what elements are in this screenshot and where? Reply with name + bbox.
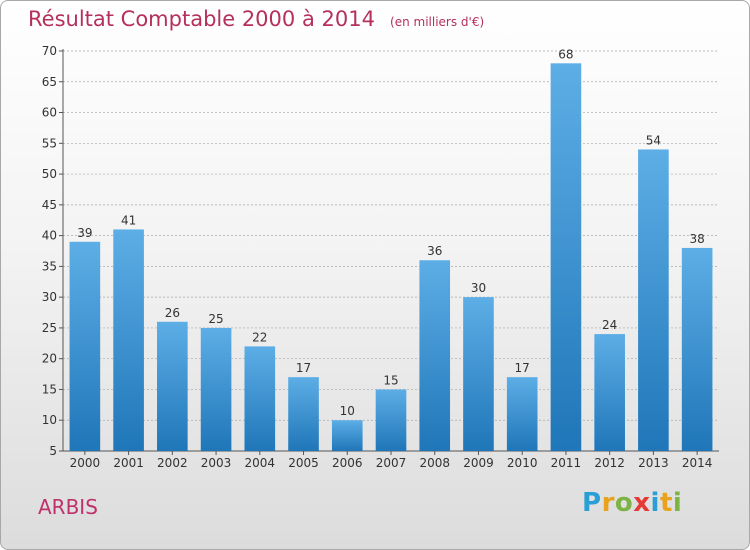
bar — [244, 346, 276, 451]
data-label: 30 — [471, 281, 486, 295]
data-label: 39 — [77, 226, 92, 240]
x-tick-label: 2000 — [70, 456, 101, 470]
data-label: 68 — [558, 47, 573, 61]
bar — [331, 420, 363, 451]
x-tick-label: 2004 — [245, 456, 276, 470]
y-tick-label: 55 — [42, 136, 57, 150]
x-tick-label: 2008 — [419, 456, 450, 470]
y-tick-label: 60 — [42, 106, 57, 120]
y-tick-label: 45 — [42, 198, 57, 212]
y-tick-label: 65 — [42, 75, 57, 89]
data-labels: 39 41 26 25 22 17 10 15 36 30 17 68 24 54 38 — [77, 47, 705, 418]
logo-letter: o — [614, 488, 634, 518]
bars — [69, 63, 713, 452]
y-tick-label: 35 — [42, 259, 57, 273]
x-tick-label: 2011 — [551, 456, 582, 470]
x-tick-label: 2010 — [507, 456, 538, 470]
y-tick-label: 40 — [42, 229, 57, 243]
y-tick-label: 50 — [42, 167, 57, 181]
x-tick-label: 2001 — [113, 456, 144, 470]
bar — [113, 229, 144, 451]
y-tick-label: 20 — [42, 352, 57, 366]
bar — [375, 389, 407, 451]
bar — [594, 334, 625, 451]
x-tick-label: 2002 — [157, 456, 188, 470]
data-label: 25 — [208, 312, 223, 326]
bar — [638, 149, 669, 451]
y-tick-label: 10 — [42, 413, 57, 427]
logo-letter: P — [582, 488, 602, 518]
logo-letter: i — [650, 488, 660, 518]
y-tick-label: 15 — [42, 382, 57, 396]
x-tick-label: 2014 — [682, 456, 713, 470]
proxiti-logo[interactable]: Proxiti — [582, 488, 682, 518]
x-tick-label: 2007 — [376, 456, 407, 470]
logo-letter: r — [601, 488, 615, 518]
bar — [681, 247, 713, 451]
y-tick-label: 25 — [42, 321, 57, 335]
bar — [200, 327, 232, 451]
commune-name: ARBIS — [38, 495, 98, 519]
y-tick-label: 5 — [49, 444, 57, 458]
data-label: 17 — [515, 361, 530, 375]
data-label: 38 — [689, 232, 704, 246]
data-label: 41 — [121, 213, 136, 227]
data-label: 22 — [252, 330, 267, 344]
y-tick-label: 30 — [42, 290, 57, 304]
x-tick-label: 2012 — [594, 456, 625, 470]
data-label: 10 — [340, 404, 355, 418]
logo-letter: t — [659, 488, 673, 518]
bar — [463, 297, 494, 451]
x-tick-label: 2003 — [201, 456, 232, 470]
data-label: 54 — [646, 133, 661, 147]
data-label: 24 — [602, 318, 617, 332]
logo-letter: i — [672, 488, 683, 518]
bar — [506, 377, 538, 451]
logo-letter: x — [633, 488, 651, 518]
data-label: 36 — [427, 244, 442, 258]
bar — [288, 377, 319, 451]
x-tick-label: 2013 — [638, 456, 669, 470]
y-tick-label: 70 — [42, 44, 57, 58]
data-label: 26 — [165, 306, 180, 320]
bar — [419, 260, 451, 451]
data-label: 15 — [383, 373, 398, 387]
bar — [69, 241, 101, 451]
x-tick-label: 2009 — [463, 456, 494, 470]
chart-title: Résultat Comptable 2000 à 2014 — [28, 7, 375, 31]
bar — [550, 63, 582, 452]
data-label: 17 — [296, 361, 311, 375]
bar — [157, 321, 188, 451]
x-tick-label: 2006 — [332, 456, 363, 470]
title-row: Résultat Comptable 2000 à 2014 (en milli… — [28, 7, 484, 31]
chart-subtitle: (en milliers d'€) — [390, 15, 485, 29]
x-tick-label: 2005 — [288, 456, 319, 470]
